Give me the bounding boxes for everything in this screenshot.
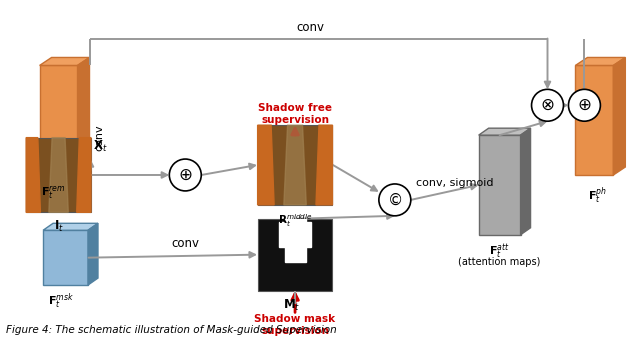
Polygon shape <box>520 128 531 235</box>
Polygon shape <box>40 57 90 65</box>
Text: Shadow mask
supervision: Shadow mask supervision <box>255 314 335 336</box>
Polygon shape <box>43 223 98 230</box>
Text: $\mathbf{F}_t^{rem}$: $\mathbf{F}_t^{rem}$ <box>41 185 66 201</box>
Text: $\mathbf{R}_t^{middle}$: $\mathbf{R}_t^{middle}$ <box>278 212 312 229</box>
Text: conv: conv <box>172 237 199 250</box>
Text: Figure 4: The schematic illustration of Mask-guided Supervision: Figure 4: The schematic illustration of … <box>6 325 337 335</box>
Polygon shape <box>316 125 332 205</box>
Text: $\mathbf{F}_t^{ph}$: $\mathbf{F}_t^{ph}$ <box>588 185 607 206</box>
FancyBboxPatch shape <box>40 65 77 175</box>
Polygon shape <box>284 125 307 205</box>
Polygon shape <box>77 57 90 175</box>
Polygon shape <box>88 223 98 285</box>
FancyBboxPatch shape <box>258 125 332 205</box>
Circle shape <box>170 159 201 191</box>
Circle shape <box>532 89 563 121</box>
Polygon shape <box>77 138 91 212</box>
Text: conv: conv <box>296 21 324 34</box>
Text: $\mathbf{M}_t$: $\mathbf{M}_t$ <box>284 298 301 313</box>
Text: conv: conv <box>95 125 104 151</box>
Circle shape <box>379 184 411 216</box>
Text: $\oplus$: $\oplus$ <box>577 96 591 114</box>
Text: $\mathbf{F}_t^{att}$: $\mathbf{F}_t^{att}$ <box>489 243 510 261</box>
Text: conv, sigmoid: conv, sigmoid <box>416 178 493 188</box>
FancyBboxPatch shape <box>26 138 91 212</box>
FancyBboxPatch shape <box>43 230 88 285</box>
Text: $\oplus$: $\oplus$ <box>178 166 193 184</box>
Polygon shape <box>26 138 40 212</box>
Text: $\mathbf{F}_t^{msk}$: $\mathbf{F}_t^{msk}$ <box>47 291 74 311</box>
Text: (attention maps): (attention maps) <box>458 257 541 267</box>
Circle shape <box>568 89 600 121</box>
Polygon shape <box>479 128 531 135</box>
Text: $\copyright$: $\copyright$ <box>387 192 403 208</box>
Polygon shape <box>575 57 625 65</box>
Polygon shape <box>613 57 625 175</box>
Text: Shadow free
supervision: Shadow free supervision <box>258 103 332 125</box>
Text: $\mathbf{I}_t$: $\mathbf{I}_t$ <box>54 219 63 234</box>
Polygon shape <box>279 222 311 247</box>
Polygon shape <box>258 125 274 205</box>
FancyBboxPatch shape <box>575 65 613 175</box>
Text: $\otimes$: $\otimes$ <box>540 96 555 114</box>
Text: $\mathbf{X}_t$: $\mathbf{X}_t$ <box>93 139 108 154</box>
FancyBboxPatch shape <box>479 135 520 235</box>
Polygon shape <box>285 219 305 262</box>
Polygon shape <box>49 138 68 212</box>
FancyBboxPatch shape <box>258 219 332 291</box>
